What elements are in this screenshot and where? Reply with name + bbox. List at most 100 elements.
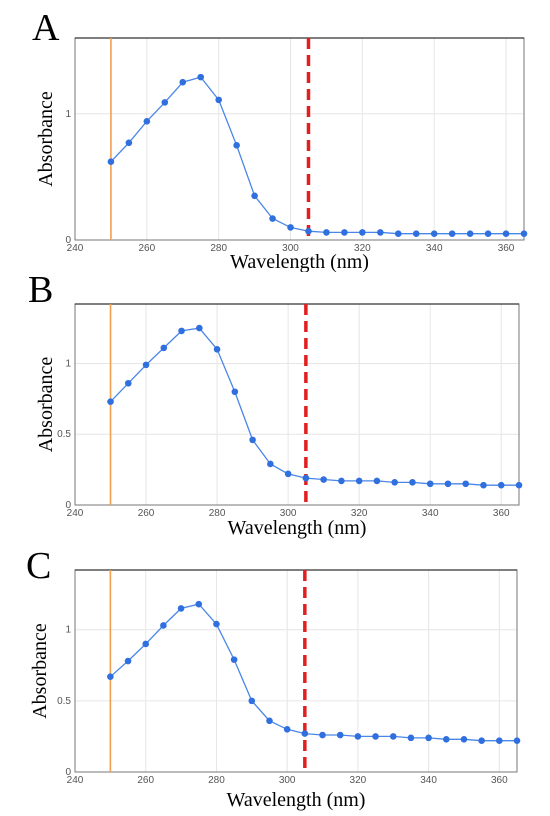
data-point [319,731,326,739]
data-point [249,436,256,444]
panel-letter: C [26,545,51,587]
x-tick-label: 320 [354,243,371,254]
data-point [338,477,345,485]
data-point [215,96,222,104]
x-tick-label: 240 [67,243,84,254]
data-point [124,657,132,665]
x-tick-label: 360 [493,508,510,519]
data-point [233,142,240,149]
x-axis-title: Wavelength (nm) [227,789,366,811]
data-point [372,733,379,740]
absorbance-series-line [110,76,524,235]
data-point [320,476,327,483]
data-point [267,460,274,468]
data-point [341,229,348,236]
data-point [196,324,203,332]
absorbance-series-line [109,603,517,742]
x-tick-label: 280 [209,508,226,519]
absorbance-chart-c: 240 260 280 300 320 340 360 0 0.5 1 C Wavelength (n… [26,545,521,811]
x-tick-label: 280 [210,243,227,254]
data-point [444,480,452,488]
data-point [377,229,384,236]
data-point [460,735,468,743]
data-point [478,737,485,745]
x-axis-title: Wavelength (nm) [228,517,367,539]
x-tick-label: 260 [138,508,155,519]
data-point [359,229,366,236]
data-point [142,640,150,648]
x-tick-label: 280 [208,775,225,786]
data-point [496,737,503,745]
data-point [284,470,292,478]
data-point [107,673,114,680]
data-point [124,379,132,387]
y-tick-label: 0.5 [57,696,71,707]
data-point [407,734,415,742]
x-tick-label: 320 [350,775,367,786]
data-point [430,230,438,237]
data-point [179,78,187,86]
data-point [269,215,276,222]
data-point [195,600,203,608]
plot-frame [74,37,525,241]
x-tick-label: 340 [422,508,439,519]
data-point [251,192,258,200]
absorbance-chart-a: 240 260 280 300 320 340 360 0 1 A Wavelength (nm) A… [32,7,528,272]
data-point [466,230,474,237]
y-tick-label: 1 [65,109,71,120]
data-point [213,345,221,353]
y-axis-title: Absorbance [35,357,57,453]
y-tick-label: 1 [65,625,71,636]
data-point [355,477,363,485]
data-point [394,230,402,237]
x-tick-label: 340 [420,775,437,786]
x-axis-title: Wavelength (nm) [230,251,369,272]
x-tick-label: 260 [137,775,154,786]
data-point [177,605,185,612]
chart-panel-c: 240 260 280 300 320 340 360 0 0.5 1 C Wavelength (n… [0,544,550,816]
data-point [323,229,330,236]
data-point [231,388,239,396]
data-point [391,479,398,486]
data-point [107,398,114,405]
data-point [515,481,523,489]
data-point [283,726,291,733]
y-tick-label: 1 [65,358,71,369]
panel-letter: A [32,7,60,49]
data-point [287,224,294,231]
data-point [425,734,432,742]
data-point [389,733,397,740]
data-point [248,697,256,705]
data-point [197,73,205,81]
data-point [426,480,434,488]
chart-panel-b: 240 260 280 300 320 340 360 0 0.5 1 B Wavelength (n… [0,272,550,544]
y-axis-title: Absorbance [35,91,57,187]
data-point [497,481,505,489]
y-tick-label: 0 [65,500,71,511]
data-point [302,474,310,482]
y-tick-label: 0 [65,235,71,246]
data-point [448,230,456,237]
data-point [409,479,416,486]
x-tick-label: 260 [138,243,155,254]
data-point [462,480,470,488]
data-point [480,481,487,489]
chart-panel-a: 240 260 280 300 320 340 360 0 1 A Wavelength (nm) A… [0,0,550,272]
x-tick-label: 360 [491,775,508,786]
absorbance-chart-b: 240 260 280 300 320 340 360 0 0.5 1 B Wavelength (n… [28,272,523,539]
y-axis-title: Absorbance [29,623,51,719]
data-point [442,735,450,743]
data-point [107,158,115,166]
data-point [125,139,133,147]
data-point [160,344,168,352]
data-point [160,622,167,629]
plot-frame [74,303,520,506]
y-tick-label: 0 [65,767,71,778]
data-point [142,361,150,369]
absorbance-series-line [110,327,519,486]
x-tick-label: 240 [67,508,84,519]
data-point [161,99,169,106]
data-point [513,737,521,745]
data-point [301,730,309,737]
y-tick-label: 0.5 [57,429,71,440]
